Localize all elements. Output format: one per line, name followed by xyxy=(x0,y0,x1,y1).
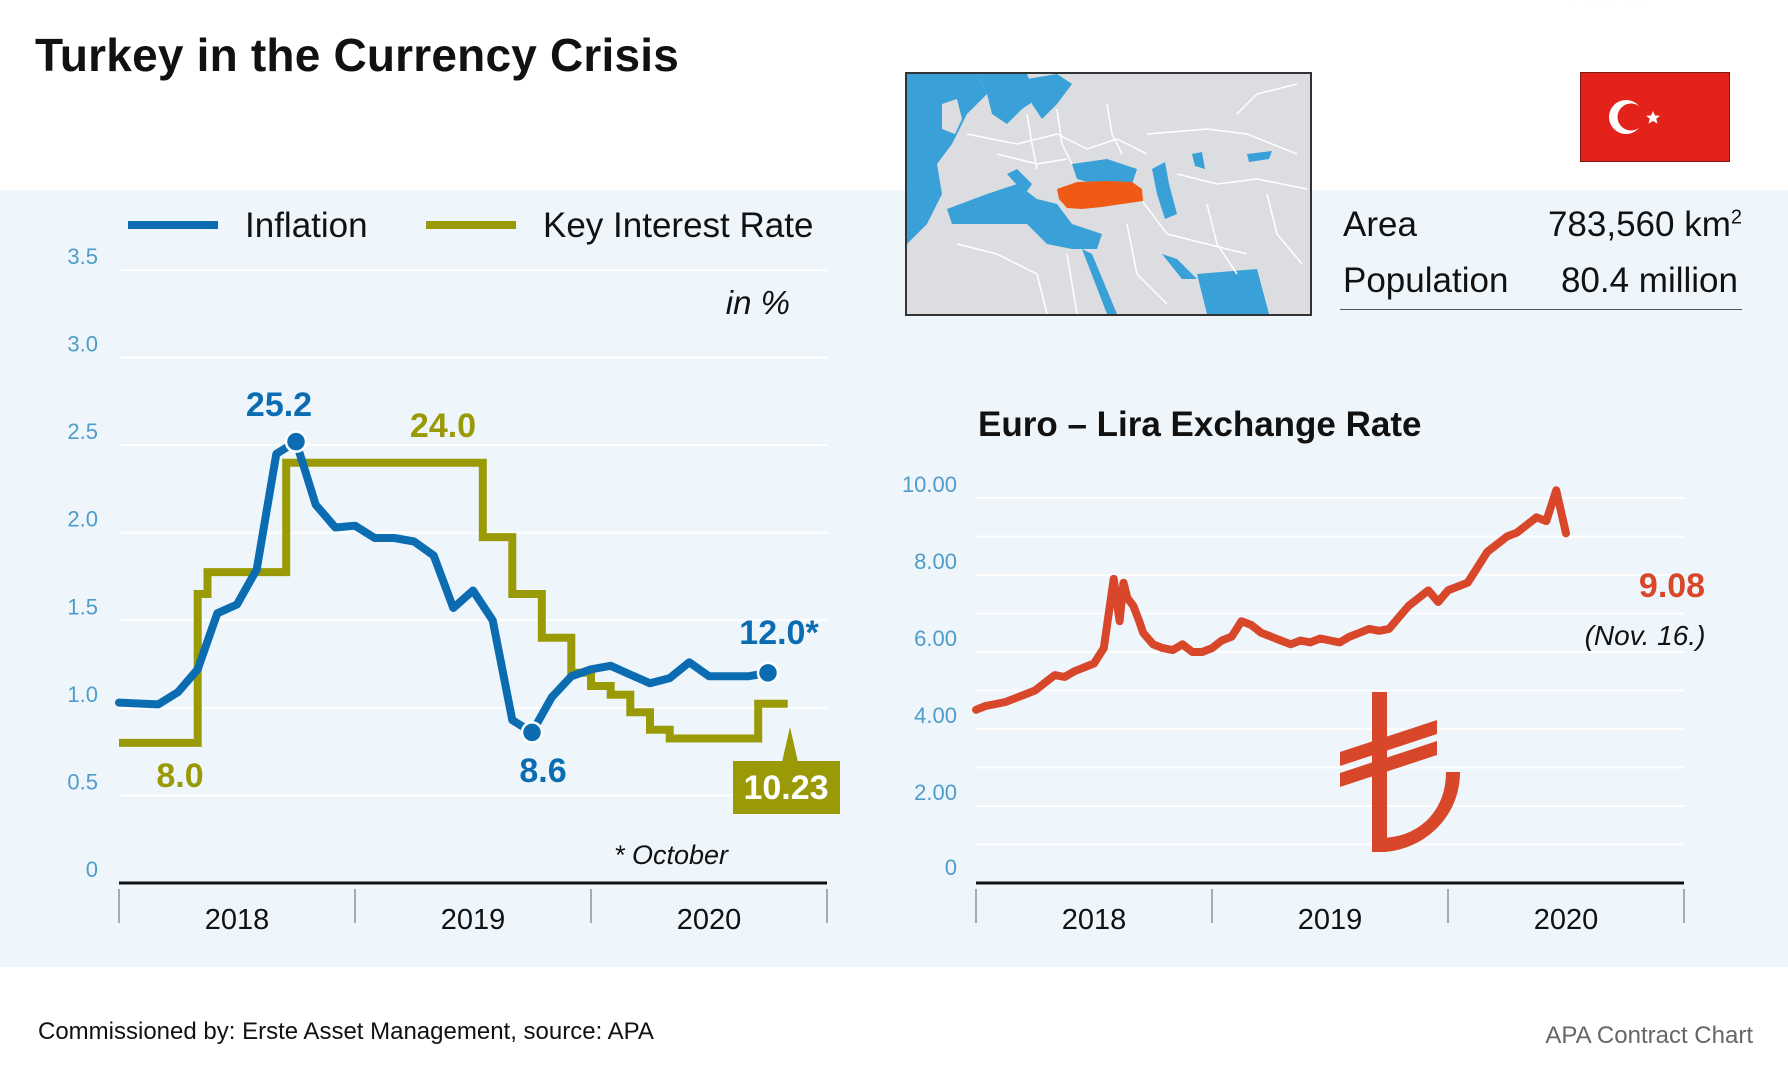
turkey-highlight xyxy=(1057,181,1143,209)
inflation-latest-label: 12.0* xyxy=(739,614,819,652)
lira-curve xyxy=(1380,772,1460,852)
turkey-flag-icon xyxy=(1580,72,1730,162)
exchange-rate-line xyxy=(972,486,1570,714)
y-tick-label: 10.00 xyxy=(902,472,957,497)
y-tick-label: 8.00 xyxy=(914,549,957,574)
legend-interest-label: Key Interest Rate xyxy=(543,206,813,245)
inflation-line xyxy=(115,437,772,737)
y-tick-label: 6.00 xyxy=(914,626,957,651)
x-tick-label: 2018 xyxy=(205,904,270,936)
area-row: Area 783,560 km2 xyxy=(1340,205,1742,261)
inflation-low-label: 8.6 xyxy=(519,752,566,790)
x-tick-label: 2019 xyxy=(441,904,506,936)
y-tick-label: 2.0 xyxy=(67,507,98,532)
legend-inflation-label: Inflation xyxy=(245,206,368,245)
map-icon xyxy=(907,74,1310,314)
chart-credit: APA Contract Chart xyxy=(1545,1022,1753,1049)
population-row: Population 80.4 million xyxy=(1340,261,1742,317)
source-note: Commissioned by: Erste Asset Management,… xyxy=(38,1018,654,1045)
y-tick-label: 0 xyxy=(945,855,957,880)
area-unit-sup: 2 xyxy=(1730,206,1742,229)
y-tick-label: 1.5 xyxy=(67,594,98,619)
interest-callout-box xyxy=(733,761,840,814)
x-tick-label: 2018 xyxy=(1062,904,1127,936)
lira-bar-upper xyxy=(1340,720,1437,766)
x-tick-label: 2019 xyxy=(1298,904,1363,936)
region-map xyxy=(905,72,1312,316)
area-value: 783,560 km2 xyxy=(1548,205,1742,245)
population-value: 80.4 million xyxy=(1560,261,1738,300)
exchange-date-label: (Nov. 16.) xyxy=(1585,620,1706,651)
exchange-rate-chart: 0 2.00 4.00 6.00 8.00 10.00 2018 2019 2020 Euro –… xyxy=(902,0,1705,936)
inflation-peak-label: 25.2 xyxy=(246,386,312,424)
area-label: Area xyxy=(1343,205,1417,244)
interest-latest-label: 10.23 xyxy=(743,769,828,807)
interest-callout-pointer xyxy=(782,727,798,762)
page-title: Turkey in the Currency Crisis xyxy=(35,29,680,81)
y-tick-label: 3.0 xyxy=(67,332,98,357)
x-tick-label: 2020 xyxy=(1534,904,1599,936)
y-tick-label: 0.5 xyxy=(67,769,98,794)
y-tick-label: 2.5 xyxy=(67,419,98,444)
y-tick-label: 4.00 xyxy=(914,703,957,728)
interest-start-label: 8.0 xyxy=(156,757,203,795)
inflation-interest-chart: 0 0.5 1.0 1.5 2.0 2.5 3.0 3.5 2018 2019 2020 Inflat… xyxy=(67,206,840,936)
population-label: Population xyxy=(1343,261,1509,300)
y-tick-label: 0 xyxy=(86,857,98,882)
inflation-highlight-dot xyxy=(756,661,780,685)
lira-bar-lower xyxy=(1340,741,1437,787)
exchange-latest-label: 9.08 xyxy=(1639,567,1705,605)
y-tick-label: 3.5 xyxy=(67,244,98,269)
y-tick-label: 1.0 xyxy=(67,682,98,707)
footnote: * October xyxy=(614,840,729,870)
exchange-chart-title: Euro – Lira Exchange Rate xyxy=(978,405,1421,444)
facts-divider xyxy=(1340,309,1742,310)
y-tick-label: 2.00 xyxy=(914,780,957,805)
country-facts: Area 783,560 km2 Population 80.4 million xyxy=(1340,205,1742,317)
interest-peak-label: 24.0 xyxy=(410,407,476,445)
turkish-lira-sign-icon xyxy=(1340,692,1460,852)
unit-note: in % xyxy=(726,284,790,321)
x-tick-label: 2020 xyxy=(677,904,742,936)
chart-panel xyxy=(0,190,1788,967)
inflation-highlight-dot xyxy=(520,721,544,744)
area-number: 783,560 km xyxy=(1547,205,1731,244)
inflation-highlight-dot xyxy=(284,430,308,453)
